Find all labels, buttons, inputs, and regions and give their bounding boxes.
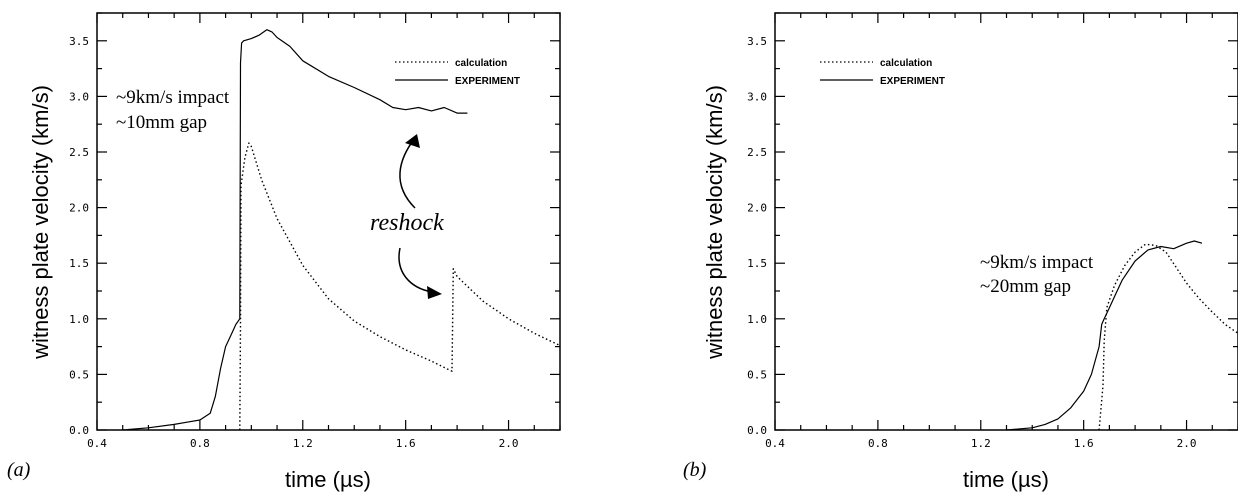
legend-b: calculation EXPERIMENT [820, 58, 945, 87]
x-tick-label: 0.4 [87, 437, 107, 450]
x-tick-label: 0.4 [765, 437, 785, 450]
legend-label-calculation: calculation [455, 58, 507, 69]
y-tick-label: 3.5 [69, 35, 89, 48]
reshock-arrow-up [399, 137, 416, 209]
y-tick-label: 1.5 [747, 257, 767, 270]
axis-ticks-a: 0.4 0.8 1.2 1.6 2.0 0.0 0.5 1.0 1.5 2.0 2.5 3.0 3.5 [69, 12, 561, 450]
plot-frame-b [774, 12, 1238, 431]
series-group-b [1006, 240, 1238, 431]
annotation-gap: ~10mm gap [116, 112, 207, 133]
x-tick-label: 1.2 [293, 437, 313, 450]
y-tick-label: 0.5 [69, 368, 89, 381]
y-tick-label: 2.0 [747, 202, 767, 215]
y-tick-label: 2.0 [69, 202, 89, 215]
x-tick-label: 0.8 [868, 437, 888, 450]
annotation-reshock: reshock [370, 210, 444, 236]
y-tick-label: 0.0 [69, 424, 89, 437]
x-tick-label: 1.6 [396, 437, 416, 450]
legend-label-calculation: calculation [880, 58, 932, 69]
x-axis-title: time (µs) [285, 467, 371, 492]
x-tick-label: 2.0 [499, 437, 519, 450]
reshock-arrowhead-up [405, 134, 420, 148]
y-tick-label: 0.5 [747, 368, 767, 381]
annotation-impact: ~9km/s impact [116, 87, 230, 108]
y-tick-label: 1.0 [747, 313, 767, 326]
y-tick-label: 2.5 [747, 146, 767, 159]
y-axis-title: witness plate velocity (km/s) [28, 85, 53, 360]
y-axis-title: witness plate velocity (km/s) [702, 85, 727, 360]
panel-label-b: (b) [683, 459, 707, 481]
panel-b: 0.4 0.8 1.2 1.6 2.00.00.51.01.52.02.53.03.5 … [683, 12, 1238, 492]
y-tick-label: 1.5 [69, 257, 89, 270]
series-line-calculation [1098, 243, 1238, 431]
x-tick-label: 1.2 [971, 437, 991, 450]
reshock-arrow-down [398, 247, 433, 293]
y-tick-label: 0.0 [747, 424, 767, 437]
y-tick-label: 2.5 [69, 146, 89, 159]
y-tick-label: 3.0 [69, 90, 89, 103]
legend-label-experiment: EXPERIMENT [880, 76, 945, 87]
legend-label-experiment: EXPERIMENT [455, 76, 520, 87]
series-line-experiment [122, 29, 468, 431]
series-line-experiment [1006, 240, 1203, 431]
annotation-gap: ~20mm gap [980, 276, 1071, 297]
y-tick-label: 1.0 [69, 313, 89, 326]
reshock-arrowhead-down [427, 286, 442, 299]
y-tick-label: 3.0 [747, 90, 767, 103]
x-axis-title: time (µs) [963, 467, 1049, 492]
x-tick-label: 0.8 [190, 437, 210, 450]
series-group-a [122, 29, 561, 431]
annotation-impact: ~9km/s impact [980, 252, 1094, 273]
x-tick-label: 2.0 [1177, 437, 1197, 450]
y-tick-label: 3.5 [747, 35, 767, 48]
axis-ticks-b: 0.4 0.8 1.2 1.6 2.0 0.0 0.5 1.0 1.5 2.0 2.5 3.0 3.5 [747, 12, 1238, 450]
x-tick-label: 1.6 [1074, 437, 1094, 450]
panel-label-a: (a) [7, 459, 31, 481]
legend-a: calculation EXPERIMENT [395, 58, 520, 87]
series-line-calculation [239, 142, 561, 431]
panel-a: 0.4 0.8 1.2 1.6 2.00.00.51.01.52.02.53.03.5 … [7, 12, 561, 492]
